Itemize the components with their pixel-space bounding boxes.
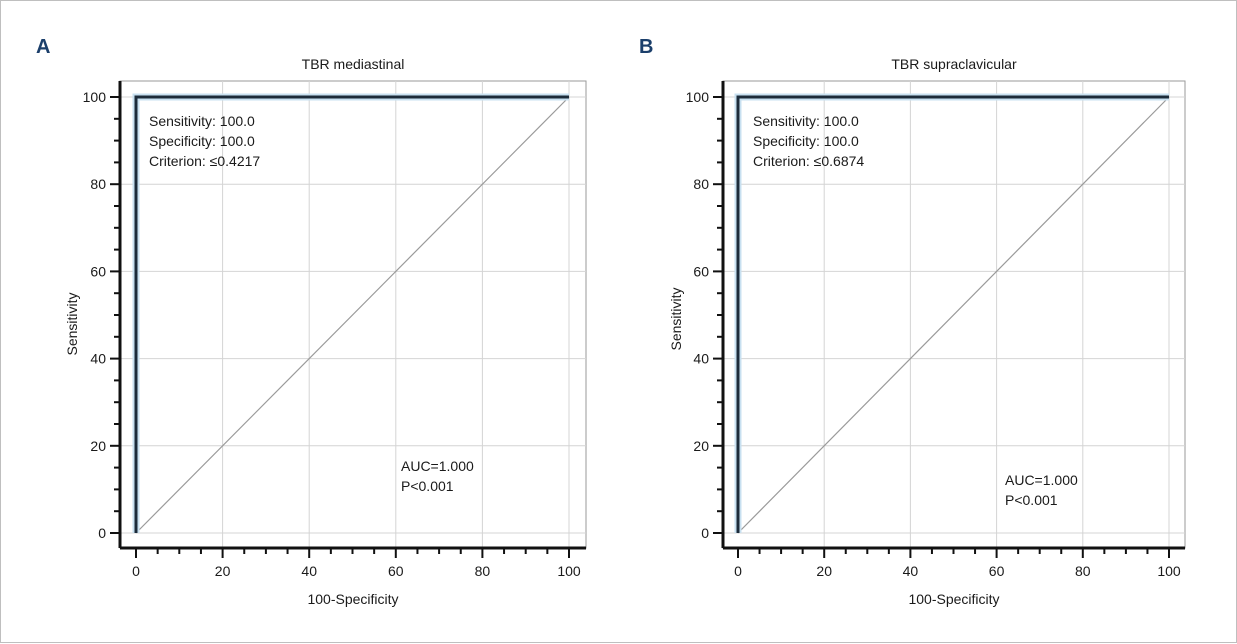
panel-a-y-tick-label-0: 0 — [98, 525, 106, 541]
panel-a: A TBR mediastinal 100-Specificity Sensit… — [36, 36, 587, 607]
panel-a-title: TBR mediastinal — [302, 56, 405, 72]
panel-a-y-tick-label-4: 80 — [90, 176, 106, 192]
panel-a-y-tick-label-3: 60 — [90, 263, 106, 279]
panel-a-x-tick-label-2: 40 — [301, 563, 317, 579]
panel-b-auc-label: AUC=1.000 — [1005, 472, 1078, 488]
panel-b-stat-specificity: Specificity: 100.0 — [753, 133, 859, 149]
panel-b-x-tick-label-1: 20 — [816, 563, 832, 579]
panel-a-p-value-label: P<0.001 — [401, 478, 454, 494]
panel-a-roc-curve — [134, 95, 569, 533]
panel-b-y-tick-label-5: 100 — [686, 89, 710, 105]
panel-a-y-tick-label-2: 40 — [90, 351, 106, 367]
panel-b-x-tick-label-0: 0 — [734, 563, 742, 579]
panel-a-y-axis-label: Sensitivity — [64, 292, 80, 355]
panel-a-letter: A — [36, 36, 50, 58]
panel-b-y-tick-label-4: 80 — [693, 176, 709, 192]
panel-b-x-tick-label-3: 60 — [989, 563, 1005, 579]
panel-a-x-tick-label-5: 100 — [557, 563, 581, 579]
panel-b-stat-criterion: Criterion: ≤0.6874 — [753, 153, 864, 169]
panel-b-title: TBR supraclavicular — [891, 56, 1017, 72]
panel-b-y-tick-label-3: 60 — [693, 263, 709, 279]
panel-b-reference-line — [737, 96, 1170, 534]
panel-a-stat-specificity: Specificity: 100.0 — [149, 133, 255, 149]
panel-a-plot: 0 20 40 60 80 100 0 20 40 60 80 100 — [83, 80, 587, 579]
panel-a-stat-sensitivity: Sensitivity: 100.0 — [149, 113, 255, 129]
panel-b-plot: 0 20 40 60 80 100 0 20 40 60 80 100 — [686, 80, 1186, 579]
panel-a-y-tick-label-1: 20 — [90, 438, 106, 454]
panel-b-p-value-label: P<0.001 — [1005, 492, 1058, 508]
panel-b-x-tick-label-4: 80 — [1075, 563, 1091, 579]
panel-a-auc-label: AUC=1.000 — [401, 458, 474, 474]
panel-a-x-tick-label-3: 60 — [388, 563, 404, 579]
panel-b: B TBR supraclavicular 100-Specificity Se… — [639, 36, 1186, 607]
panel-b-stat-sensitivity: Sensitivity: 100.0 — [753, 113, 859, 129]
panel-b-y-tick-label-2: 40 — [693, 351, 709, 367]
panel-b-x-tick-label-2: 40 — [903, 563, 919, 579]
panel-b-x-axis-label: 100-Specificity — [908, 591, 999, 607]
panel-a-x-tick-label-0: 0 — [132, 563, 140, 579]
panel-b-y-tick-label-1: 20 — [693, 438, 709, 454]
panel-a-x-tick-label-4: 80 — [475, 563, 491, 579]
panel-a-reference-line — [135, 96, 570, 534]
panel-b-roc-curve — [736, 95, 1169, 533]
panel-b-y-tick-label-0: 0 — [701, 525, 709, 541]
panel-a-x-axis-label: 100-Specificity — [307, 591, 398, 607]
panel-a-y-tick-label-5: 100 — [83, 89, 107, 105]
panel-b-letter: B — [639, 36, 653, 58]
panel-a-stat-criterion: Criterion: ≤0.4217 — [149, 153, 260, 169]
panel-a-x-tick-label-1: 20 — [215, 563, 231, 579]
panel-b-y-axis-label: Sensitivity — [668, 287, 684, 350]
panel-b-x-tick-label-5: 100 — [1157, 563, 1181, 579]
